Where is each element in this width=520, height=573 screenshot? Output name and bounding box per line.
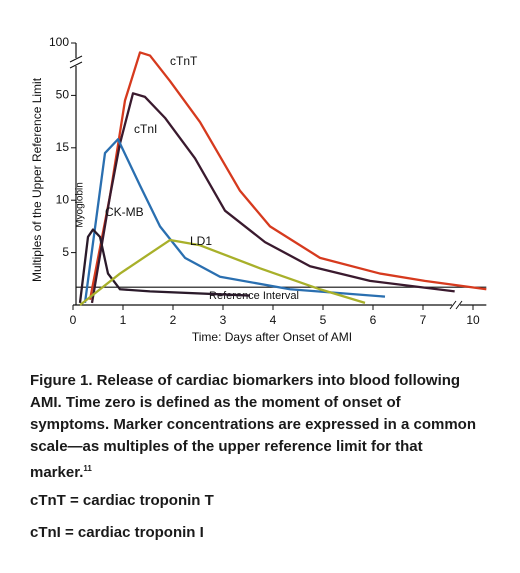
x-tick-label: 7 xyxy=(420,313,427,327)
chart: Multiples of the Upper Reference Limit T… xyxy=(30,35,487,344)
y-tick-label: 5 xyxy=(62,245,69,259)
series-label: LD1 xyxy=(190,234,212,248)
series-label: cTnT xyxy=(170,54,198,68)
y-tick-label: 50 xyxy=(56,88,70,102)
y-tick-label: 100 xyxy=(49,35,69,49)
x-tick-label: 2 xyxy=(170,313,177,327)
series-line xyxy=(79,238,366,306)
x-tick-label: 1 xyxy=(120,313,127,327)
axis-break xyxy=(452,301,460,309)
axis-break xyxy=(449,300,463,310)
caption: Figure 1. Release of cardiac biomarkers … xyxy=(30,370,480,484)
x-tick-label: 5 xyxy=(320,313,327,327)
x-tick-label: 0 xyxy=(70,313,77,327)
x-axis-label: Time: Days after Onset of AMI xyxy=(192,330,352,344)
series-line xyxy=(90,92,455,304)
series-label: cTnI xyxy=(134,122,157,136)
definition: cTnT = cardiac troponin T xyxy=(30,492,214,509)
series-line xyxy=(78,228,251,304)
axis-break xyxy=(69,55,83,69)
reference-label: Reference Interval xyxy=(209,290,299,302)
series-label: CK-MB xyxy=(105,205,144,219)
caption-reference: 11 xyxy=(83,464,92,473)
series-line xyxy=(83,138,386,304)
axis-break xyxy=(70,58,82,66)
series-line xyxy=(88,51,487,300)
y-axis-label: Multiples of the Upper Reference Limit xyxy=(30,77,44,282)
y-tick-label: 10 xyxy=(56,192,70,206)
series-label: Myoglobin xyxy=(75,182,86,228)
x-tick-label: 6 xyxy=(370,313,377,327)
y-tick-label: 15 xyxy=(56,140,70,154)
reference-label-bg xyxy=(198,290,310,303)
x-tick-label: 10 xyxy=(466,313,480,327)
definition: cTnI = cardiac troponin I xyxy=(30,524,204,541)
x-tick-label: 3 xyxy=(220,313,227,327)
caption-text: Figure 1. Release of cardiac biomarkers … xyxy=(30,372,476,481)
x-tick-label: 4 xyxy=(270,313,277,327)
